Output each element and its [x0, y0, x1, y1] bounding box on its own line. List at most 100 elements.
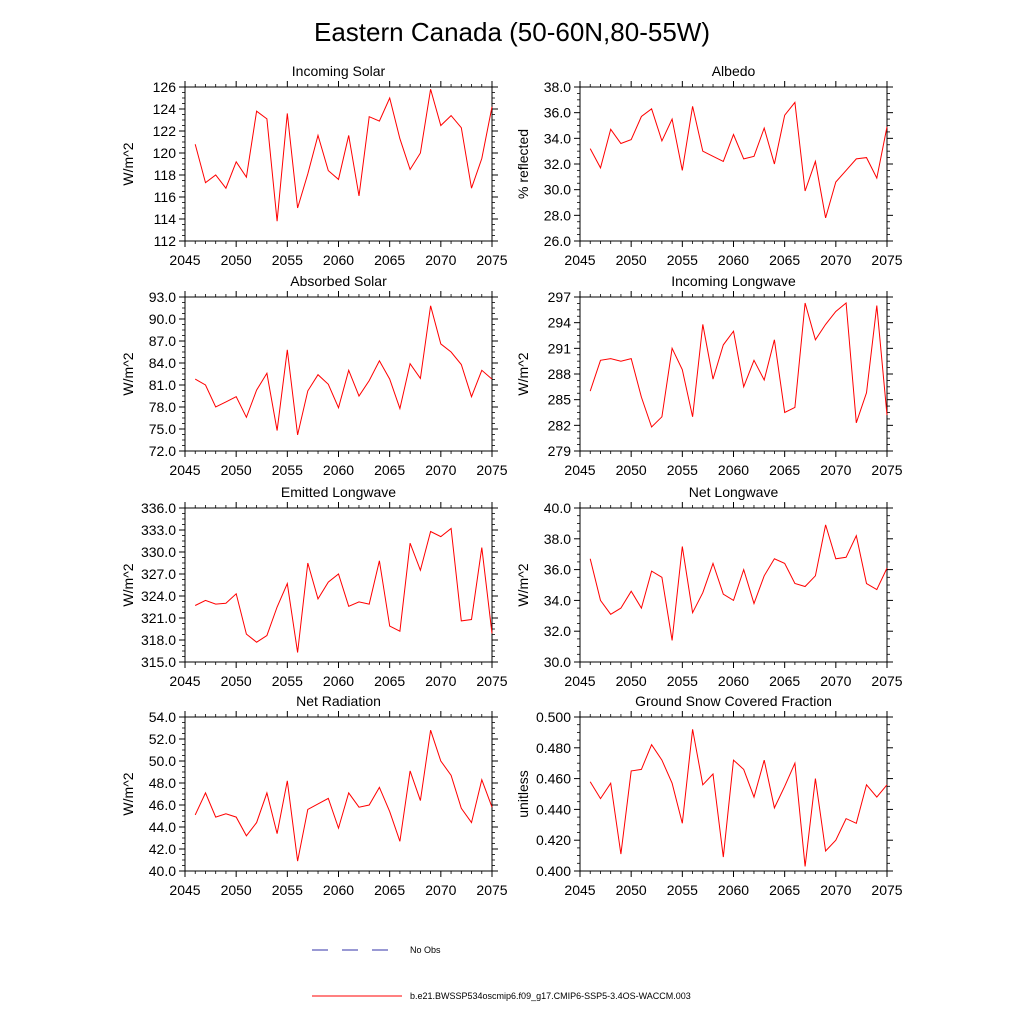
net-longwave-series-line	[589, 524, 888, 641]
incoming-solar-frame	[184, 86, 493, 242]
net-longwave-ytick-label: 32.0	[544, 623, 571, 639]
net-radiation-ytick-label: 46.0	[149, 797, 176, 813]
net-longwave-xtick-label: 2070	[820, 673, 851, 689]
emitted-longwave-xtick-label: 2045	[169, 673, 200, 689]
net-radiation-ytick-label: 40.0	[149, 863, 176, 879]
net-longwave-xtick-label: 2055	[667, 673, 698, 689]
panel-net-longwave: Net Longwave W/m^2 30.0 32.0 34.0 36.0 38.0 40.…	[515, 484, 903, 689]
net-radiation-xtick-label: 2065	[374, 882, 405, 898]
emitted-longwave-ytick-label: 336.0	[141, 500, 176, 516]
net-longwave-ylabel: W/m^2	[515, 563, 531, 606]
absorbed-solar-ytick-label: 90.0	[149, 311, 176, 327]
emitted-longwave-xtick-label: 2060	[323, 673, 354, 689]
incoming-solar-ytick-label: 126	[153, 79, 177, 95]
ground-snow-covered-fraction-xtick-label: 2060	[718, 882, 749, 898]
albedo-ytick-label: 36.0	[544, 105, 571, 121]
absorbed-solar-series-line	[194, 305, 493, 436]
albedo-xtick-label: 2060	[718, 252, 749, 268]
ground-snow-covered-fraction-ytick-label: 0.420	[536, 832, 571, 848]
absorbed-solar-xtick-label: 2045	[169, 462, 200, 478]
albedo-series-line	[589, 101, 888, 219]
net-radiation-ytick-label: 42.0	[149, 841, 176, 857]
albedo-title: Albedo	[712, 63, 756, 79]
net-longwave-xtick-label: 2065	[769, 673, 800, 689]
emitted-longwave-ytick-label: 321.0	[141, 610, 176, 626]
albedo-xtick-label: 2050	[616, 252, 647, 268]
absorbed-solar-frame	[184, 296, 493, 452]
net-radiation-frame	[184, 716, 493, 872]
incoming-solar-ytick-label: 118	[154, 167, 177, 183]
net-radiation-xtick-label: 2055	[272, 882, 303, 898]
ground-snow-covered-fraction-xtick-label: 2065	[769, 882, 800, 898]
panel-absorbed-solar: Absorbed Solar W/m^2 72.0 75.0 78.0 81.0 84.0 8…	[120, 273, 508, 478]
albedo-frame	[579, 86, 888, 242]
incoming-solar-xtick-label: 2070	[425, 252, 456, 268]
emitted-longwave-xtick-label: 2070	[425, 673, 456, 689]
legend-model-label: b.e21.BWSSP534oscmip6.f09_g17.CMIP6-SSP5…	[410, 991, 691, 1001]
net-radiation-xtick-label: 2075	[476, 882, 507, 898]
net-longwave-xtick-label: 2045	[564, 673, 595, 689]
net-radiation-xtick-label: 2070	[425, 882, 456, 898]
albedo-xtick-label: 2075	[871, 252, 902, 268]
incoming-longwave-ytick-label: 294	[548, 315, 572, 331]
incoming-longwave-xtick-label: 2050	[616, 462, 647, 478]
absorbed-solar-ylabel: W/m^2	[120, 352, 136, 395]
albedo-ylabel: % reflected	[515, 129, 531, 199]
emitted-longwave-ylabel: W/m^2	[120, 563, 136, 606]
incoming-solar-ytick-label: 124	[153, 101, 177, 117]
panel-emitted-longwave: Emitted Longwave W/m^2 315.0 318.0 321.0 324.…	[120, 484, 508, 689]
incoming-longwave-xtick-label: 2045	[564, 462, 595, 478]
incoming-solar-xtick-label: 2075	[476, 252, 507, 268]
panel-incoming-longwave: Incoming Longwave W/m^2 279 282 285 288 291 294…	[515, 273, 903, 478]
emitted-longwave-xtick-label: 2075	[476, 673, 507, 689]
incoming-longwave-ytick-label: 282	[548, 417, 572, 433]
ground-snow-covered-fraction-xtick-label: 2075	[871, 882, 902, 898]
incoming-longwave-ytick-label: 291	[548, 340, 572, 356]
absorbed-solar-xtick-label: 2075	[476, 462, 507, 478]
panel-albedo: Albedo % reflected 26.0 28.0 30.0 32.0 34.0 36.…	[515, 63, 903, 268]
ground-snow-covered-fraction-frame	[579, 716, 888, 872]
emitted-longwave-xtick-label: 2055	[272, 673, 303, 689]
incoming-solar-ytick-label: 122	[153, 123, 177, 139]
net-radiation-series-line	[194, 730, 493, 862]
figure-title: Eastern Canada (50-60N,80-55W)	[314, 17, 710, 47]
absorbed-solar-ytick-label: 81.0	[149, 377, 176, 393]
incoming-solar-title: Incoming Solar	[292, 63, 386, 79]
incoming-longwave-xtick-label: 2060	[718, 462, 749, 478]
panels: Incoming Solar W/m^2 112 114 116 118 120 122 124…	[120, 63, 903, 898]
emitted-longwave-ytick-label: 318.0	[141, 632, 176, 648]
net-longwave-ytick-label: 38.0	[544, 531, 571, 547]
ground-snow-covered-fraction-ytick-label: 0.500	[536, 709, 571, 725]
absorbed-solar-ytick-label: 75.0	[149, 421, 176, 437]
net-longwave-ytick-label: 34.0	[544, 592, 571, 608]
incoming-solar-xtick-label: 2050	[221, 252, 252, 268]
net-radiation-title: Net Radiation	[296, 693, 381, 709]
absorbed-solar-ytick-label: 78.0	[149, 399, 176, 415]
incoming-solar-xtick-label: 2045	[169, 252, 200, 268]
net-radiation-ytick-label: 44.0	[149, 819, 176, 835]
incoming-solar-ylabel: W/m^2	[120, 142, 136, 185]
ground-snow-covered-fraction-xtick-label: 2050	[616, 882, 647, 898]
incoming-longwave-title: Incoming Longwave	[671, 273, 796, 289]
net-radiation-xtick-label: 2050	[221, 882, 252, 898]
albedo-ytick-label: 32.0	[544, 156, 571, 172]
net-radiation-ylabel: W/m^2	[120, 772, 136, 815]
incoming-longwave-xtick-label: 2055	[667, 462, 698, 478]
absorbed-solar-xtick-label: 2065	[374, 462, 405, 478]
albedo-ytick-label: 34.0	[544, 130, 571, 146]
incoming-solar-ytick-label: 114	[154, 211, 177, 227]
net-longwave-frame	[579, 507, 888, 663]
emitted-longwave-ytick-label: 315.0	[141, 654, 176, 670]
incoming-longwave-ytick-label: 297	[548, 289, 572, 305]
panel-ground-snow-covered-fraction: Ground Snow Covered Fraction unitless 0.40…	[515, 693, 903, 898]
incoming-longwave-xtick-label: 2075	[871, 462, 902, 478]
incoming-longwave-ylabel: W/m^2	[515, 352, 531, 395]
ground-snow-covered-fraction-xtick-label: 2055	[667, 882, 698, 898]
absorbed-solar-xtick-label: 2055	[272, 462, 303, 478]
net-radiation-xtick-label: 2045	[169, 882, 200, 898]
absorbed-solar-ytick-label: 72.0	[149, 443, 176, 459]
panel-net-radiation: Net Radiation W/m^2 40.0 42.0 44.0 46.0 48.0 50…	[120, 693, 508, 898]
emitted-longwave-ytick-label: 327.0	[141, 566, 176, 582]
albedo-xtick-label: 2070	[820, 252, 851, 268]
ground-snow-covered-fraction-xtick-label: 2045	[564, 882, 595, 898]
